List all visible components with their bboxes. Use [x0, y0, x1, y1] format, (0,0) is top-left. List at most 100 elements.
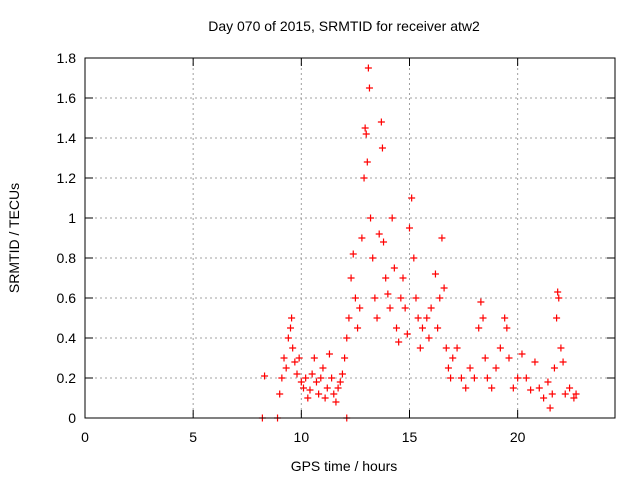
data-point — [336, 378, 344, 386]
data-point — [425, 334, 433, 342]
data-point — [325, 350, 333, 358]
data-point — [386, 304, 394, 312]
data-point — [444, 364, 452, 372]
x-tick-label: 0 — [81, 429, 89, 445]
data-point — [488, 384, 496, 392]
y-tick-label: 0.6 — [57, 290, 77, 306]
data-point — [284, 334, 292, 342]
data-point — [555, 294, 563, 302]
data-point — [397, 294, 405, 302]
y-tick-label: 1.8 — [57, 50, 77, 66]
data-point — [427, 304, 435, 312]
data-point — [282, 364, 290, 372]
data-point — [572, 390, 580, 398]
data-point — [334, 384, 342, 392]
data-point — [328, 374, 336, 382]
data-point — [434, 324, 442, 332]
data-point — [297, 378, 305, 386]
data-point — [453, 344, 461, 352]
x-tick-label: 20 — [510, 429, 526, 445]
x-tick-label: 10 — [294, 429, 310, 445]
data-point — [548, 390, 556, 398]
data-point — [535, 384, 543, 392]
y-tick-label: 1.2 — [57, 170, 77, 186]
plot-frame — [84, 57, 616, 419]
data-point — [323, 384, 331, 392]
data-point — [319, 364, 327, 372]
data-point — [384, 290, 392, 298]
data-point — [557, 344, 565, 352]
data-point — [369, 254, 377, 262]
data-point — [481, 354, 489, 362]
data-point — [514, 374, 522, 382]
data-point — [554, 288, 562, 296]
data-point — [295, 354, 303, 362]
data-point — [442, 344, 450, 352]
data-point — [332, 398, 340, 406]
data-point — [278, 374, 286, 382]
data-point — [399, 274, 407, 282]
data-point — [375, 230, 383, 238]
data-point — [553, 314, 561, 322]
data-point — [412, 294, 420, 302]
data-point — [462, 384, 470, 392]
data-point — [373, 314, 381, 322]
data-point — [457, 374, 465, 382]
data-point — [403, 330, 411, 338]
data-point — [360, 174, 368, 182]
data-point — [492, 364, 500, 372]
data-point — [447, 374, 455, 382]
x-tick-label: 15 — [402, 429, 418, 445]
data-point — [470, 374, 478, 382]
data-point — [315, 390, 323, 398]
data-point — [356, 304, 364, 312]
data-point — [449, 354, 457, 362]
data-point — [483, 374, 491, 382]
data-point — [364, 64, 372, 72]
data-point — [378, 144, 386, 152]
data-point — [288, 314, 296, 322]
data-point — [501, 314, 509, 322]
data-point — [466, 364, 474, 372]
data-point — [299, 384, 307, 392]
data-point — [312, 378, 320, 386]
data-point — [354, 324, 362, 332]
data-point — [365, 84, 373, 92]
data-point — [540, 394, 548, 402]
data-point — [380, 238, 388, 246]
data-point — [405, 224, 413, 232]
data-point — [382, 274, 390, 282]
data-point — [477, 298, 485, 306]
data-point — [522, 374, 530, 382]
data-point — [317, 374, 325, 382]
x-tick-label: 5 — [189, 429, 197, 445]
data-point — [362, 130, 370, 138]
data-point — [401, 304, 409, 312]
data-point — [505, 354, 513, 362]
data-point — [367, 214, 375, 222]
y-tick-label: 1 — [68, 210, 76, 226]
data-point — [341, 354, 349, 362]
data-point — [351, 294, 359, 302]
data-point — [293, 370, 301, 378]
data-point — [377, 118, 385, 126]
data-point — [559, 358, 567, 366]
data-point — [408, 194, 416, 202]
data-point — [280, 354, 288, 362]
data-point — [550, 364, 558, 372]
data-point — [361, 124, 369, 132]
data-point — [393, 324, 401, 332]
data-point — [304, 394, 312, 402]
data-point — [531, 358, 539, 366]
data-point — [338, 370, 346, 378]
data-point — [544, 378, 552, 386]
data-point — [345, 314, 353, 322]
data-point — [310, 354, 318, 362]
data-point — [410, 254, 418, 262]
data-point — [566, 384, 574, 392]
data-point — [414, 314, 422, 322]
data-point — [347, 274, 355, 282]
y-tick-label: 0.4 — [57, 330, 77, 346]
